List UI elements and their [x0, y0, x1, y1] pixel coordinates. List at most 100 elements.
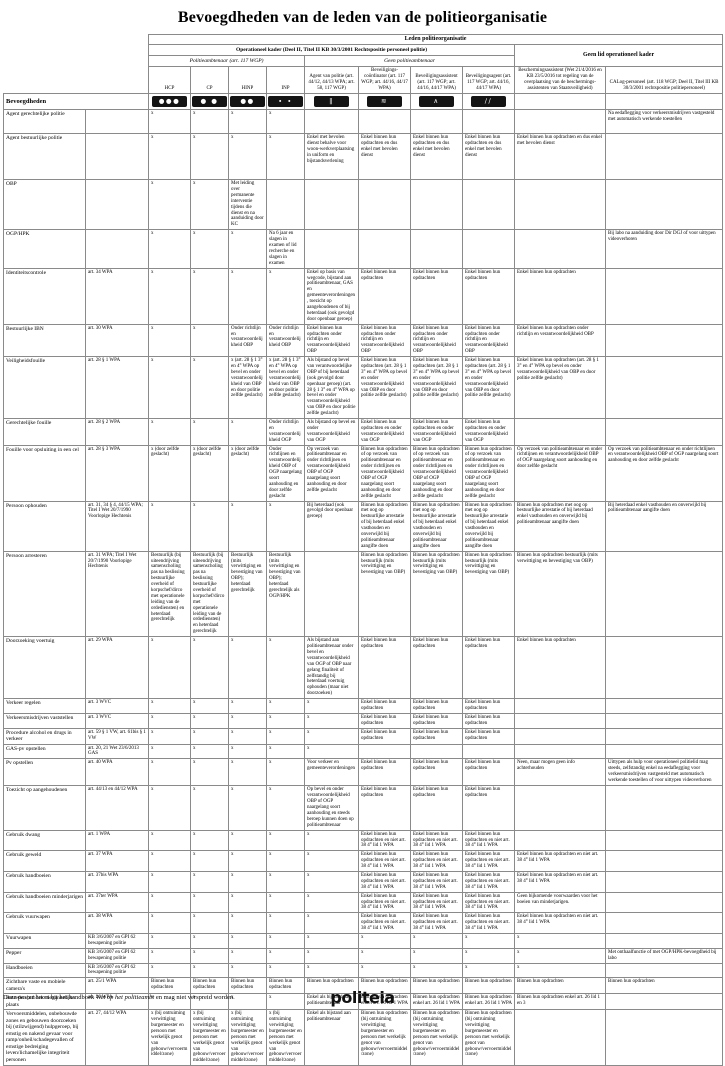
table-cell: Onder richtlijn en verantwoordelijkheid …: [266, 417, 305, 446]
table-cell: x: [228, 829, 267, 852]
table-cell: Enkel binnen hun opdrachten: [410, 712, 463, 729]
badge-cell: ∕∕: [462, 92, 515, 111]
row-legal-basis: KB 3/6/2007 en GPI 62 bewapening politie: [85, 947, 149, 964]
header-geen-lid-operationeel-kader: Geen lid operationeel kader: [513, 44, 724, 68]
table-cell: Enkel binnen hun opdrachten en niet art.…: [514, 850, 606, 872]
table-cell: [514, 698, 606, 714]
table-cell: Enkel binnen hun opdrachten en niet art.…: [514, 870, 606, 893]
table-cell: x: [148, 417, 191, 446]
bevoegdheden-column-header: Bevoegdheden: [3, 92, 149, 111]
table-cell: Enkel binnen hun opdrachten: [462, 785, 515, 831]
row-label: Pv opstellen: [3, 758, 86, 787]
row-legal-basis: art. 28 § 1 WPA: [85, 356, 149, 419]
table-cell: x: [462, 932, 515, 949]
table-cell: x: [190, 912, 229, 934]
header-politieambtenaar: Politieambtenaar (art. 117 WGP): [148, 55, 305, 68]
table-row: Gebruik dwang art. 1 WPA x x x x x Enkel binnen…: [3, 829, 724, 852]
table-cell: [514, 179, 606, 231]
table-cell: [604, 785, 724, 831]
table-cell: x: [190, 758, 229, 787]
table-cell: x: [228, 850, 267, 872]
table-cell: x: [148, 712, 191, 729]
table-cell: [304, 229, 359, 269]
table-cell: Als bijstand op bevel en onder verantwoo…: [304, 417, 359, 446]
table-cell: [514, 743, 606, 760]
table-cell: Enkel binnen hun opdrachten: [462, 267, 515, 325]
page-title: Bevoegdheden van de leden van de politie…: [177, 9, 548, 26]
table-cell: Binnen hun opdrachten (bij ontruiming ve…: [410, 1009, 463, 1066]
table-cell: x (bij ontruiming verwittiging burgemees…: [190, 1009, 229, 1066]
table-cell: x: [148, 133, 191, 181]
table-cell: x: [190, 356, 229, 419]
table-cell: x: [304, 829, 359, 852]
table-cell: x: [190, 179, 229, 231]
table-cell: [604, 267, 724, 325]
table-cell: x: [228, 698, 267, 714]
badge-cell-empty: [604, 92, 724, 111]
table-cell: x: [148, 891, 191, 914]
column-header-calog-personeel: CALog-personeel (art. 118 WGP; Deel II, …: [604, 66, 724, 94]
table-row: OBP x x Met leiding over permanente interve…: [3, 179, 724, 231]
table-cell: x: [148, 698, 191, 714]
table-cell: x: [148, 912, 191, 934]
table-row: Gebruik geweld art. 37 WPA x x x x x Enkel binn…: [3, 850, 724, 872]
rank-insignia-hcp-icon: ●●●: [152, 95, 187, 108]
table-cell: x: [266, 109, 305, 135]
table-cell: x: [304, 850, 359, 872]
rank-insignia-hinp-icon: ●●: [230, 95, 265, 108]
table-cell: [604, 1009, 724, 1066]
table-cell: Enkel binnen hun opdrachten onder richtl…: [462, 323, 515, 358]
column-header-beveiligingscoordinator: Beveiligings-coördinator (art. 117 WGP; …: [358, 66, 411, 94]
table-cell: Enkel binnen hun opdrachten: [462, 698, 515, 714]
table-cell: x: [266, 698, 305, 714]
table-cell: x: [304, 698, 359, 714]
handbook-title: Wet op het politieambt: [95, 994, 155, 1001]
table-cell: [462, 229, 515, 269]
table-cell: [358, 743, 411, 760]
table-cell: Onder richtlijn en verantwoordelijkheid …: [228, 323, 267, 358]
table-cell: Enkel binnen hun opdrachten en niet art.…: [410, 891, 463, 914]
row-legal-basis: art. 27, 44/12 WPA: [85, 1009, 149, 1066]
table-cell: x: [266, 932, 305, 949]
table-header: Leden politieorganisatie Operationeel ka…: [3, 33, 724, 111]
table-cell: x: [190, 829, 229, 852]
table-cell: x: [228, 712, 267, 729]
table-cell: Binnen hun opdrachten of op verzoek van …: [358, 444, 411, 502]
table-cell: x: [462, 947, 515, 964]
footer: Deze poster hoort bij het handboek Wet o…: [3, 988, 722, 1018]
table-cell: x: [358, 962, 411, 979]
table-cell: Binnen hun opdrachten met oog op bestuur…: [514, 500, 606, 552]
header-spacer: [3, 44, 149, 56]
table-row: Betreden publiek toegankelijke plaats art…: [3, 993, 724, 1011]
table-cell: Enkel binnen hun opdrachten en dus enkel…: [514, 133, 606, 181]
table-row: Pepper KB 3/6/2007 en GPI 62 bewapening p…: [3, 947, 724, 964]
table-cell: x: [190, 891, 229, 914]
table-cell: [604, 698, 724, 714]
table-cell: x: [266, 758, 305, 787]
rank-insignia-inp-icon: ∙ ∙: [268, 95, 303, 108]
table-cell: [410, 179, 463, 231]
table-cell: Na 6 jaar en slagen in examen of lid rec…: [266, 229, 305, 269]
table-cell: [462, 743, 515, 760]
table-cell: x: [148, 743, 191, 760]
row-label: Doorzoeking voertuig: [3, 636, 86, 700]
table-cell: [604, 912, 724, 934]
table-cell: [604, 870, 724, 893]
rank-insignia-agent-icon: ‖: [314, 95, 349, 108]
table-cell: [604, 891, 724, 914]
table-cell: Enkel binnen hun opdrachten en niet art.…: [462, 912, 515, 934]
row-label: OGP/HPK: [3, 229, 86, 269]
table-cell: x: [228, 636, 267, 700]
table-cell: [514, 712, 606, 729]
table-cell: x (door zelfde geslacht): [228, 444, 267, 502]
table-row: Verkeer regelen art. 3 WVC x x x x x Enkel binn…: [3, 698, 724, 714]
table-cell: x: [228, 229, 267, 269]
header-spacer: [3, 34, 149, 45]
table-cell: Enkel binnen hun opdrachten onder richtl…: [304, 323, 359, 358]
table-cell: x: [148, 870, 191, 893]
row-legal-basis: art. 20, 21 Wet 23/6/2013 GAS: [85, 743, 149, 760]
table-cell: x: [266, 712, 305, 729]
table-cell: x: [304, 743, 359, 760]
table-cell: x: [190, 109, 229, 135]
column-header-beveiligingsassistent: Beveiligingsassistent (art. 117 WGP; art…: [410, 66, 463, 94]
